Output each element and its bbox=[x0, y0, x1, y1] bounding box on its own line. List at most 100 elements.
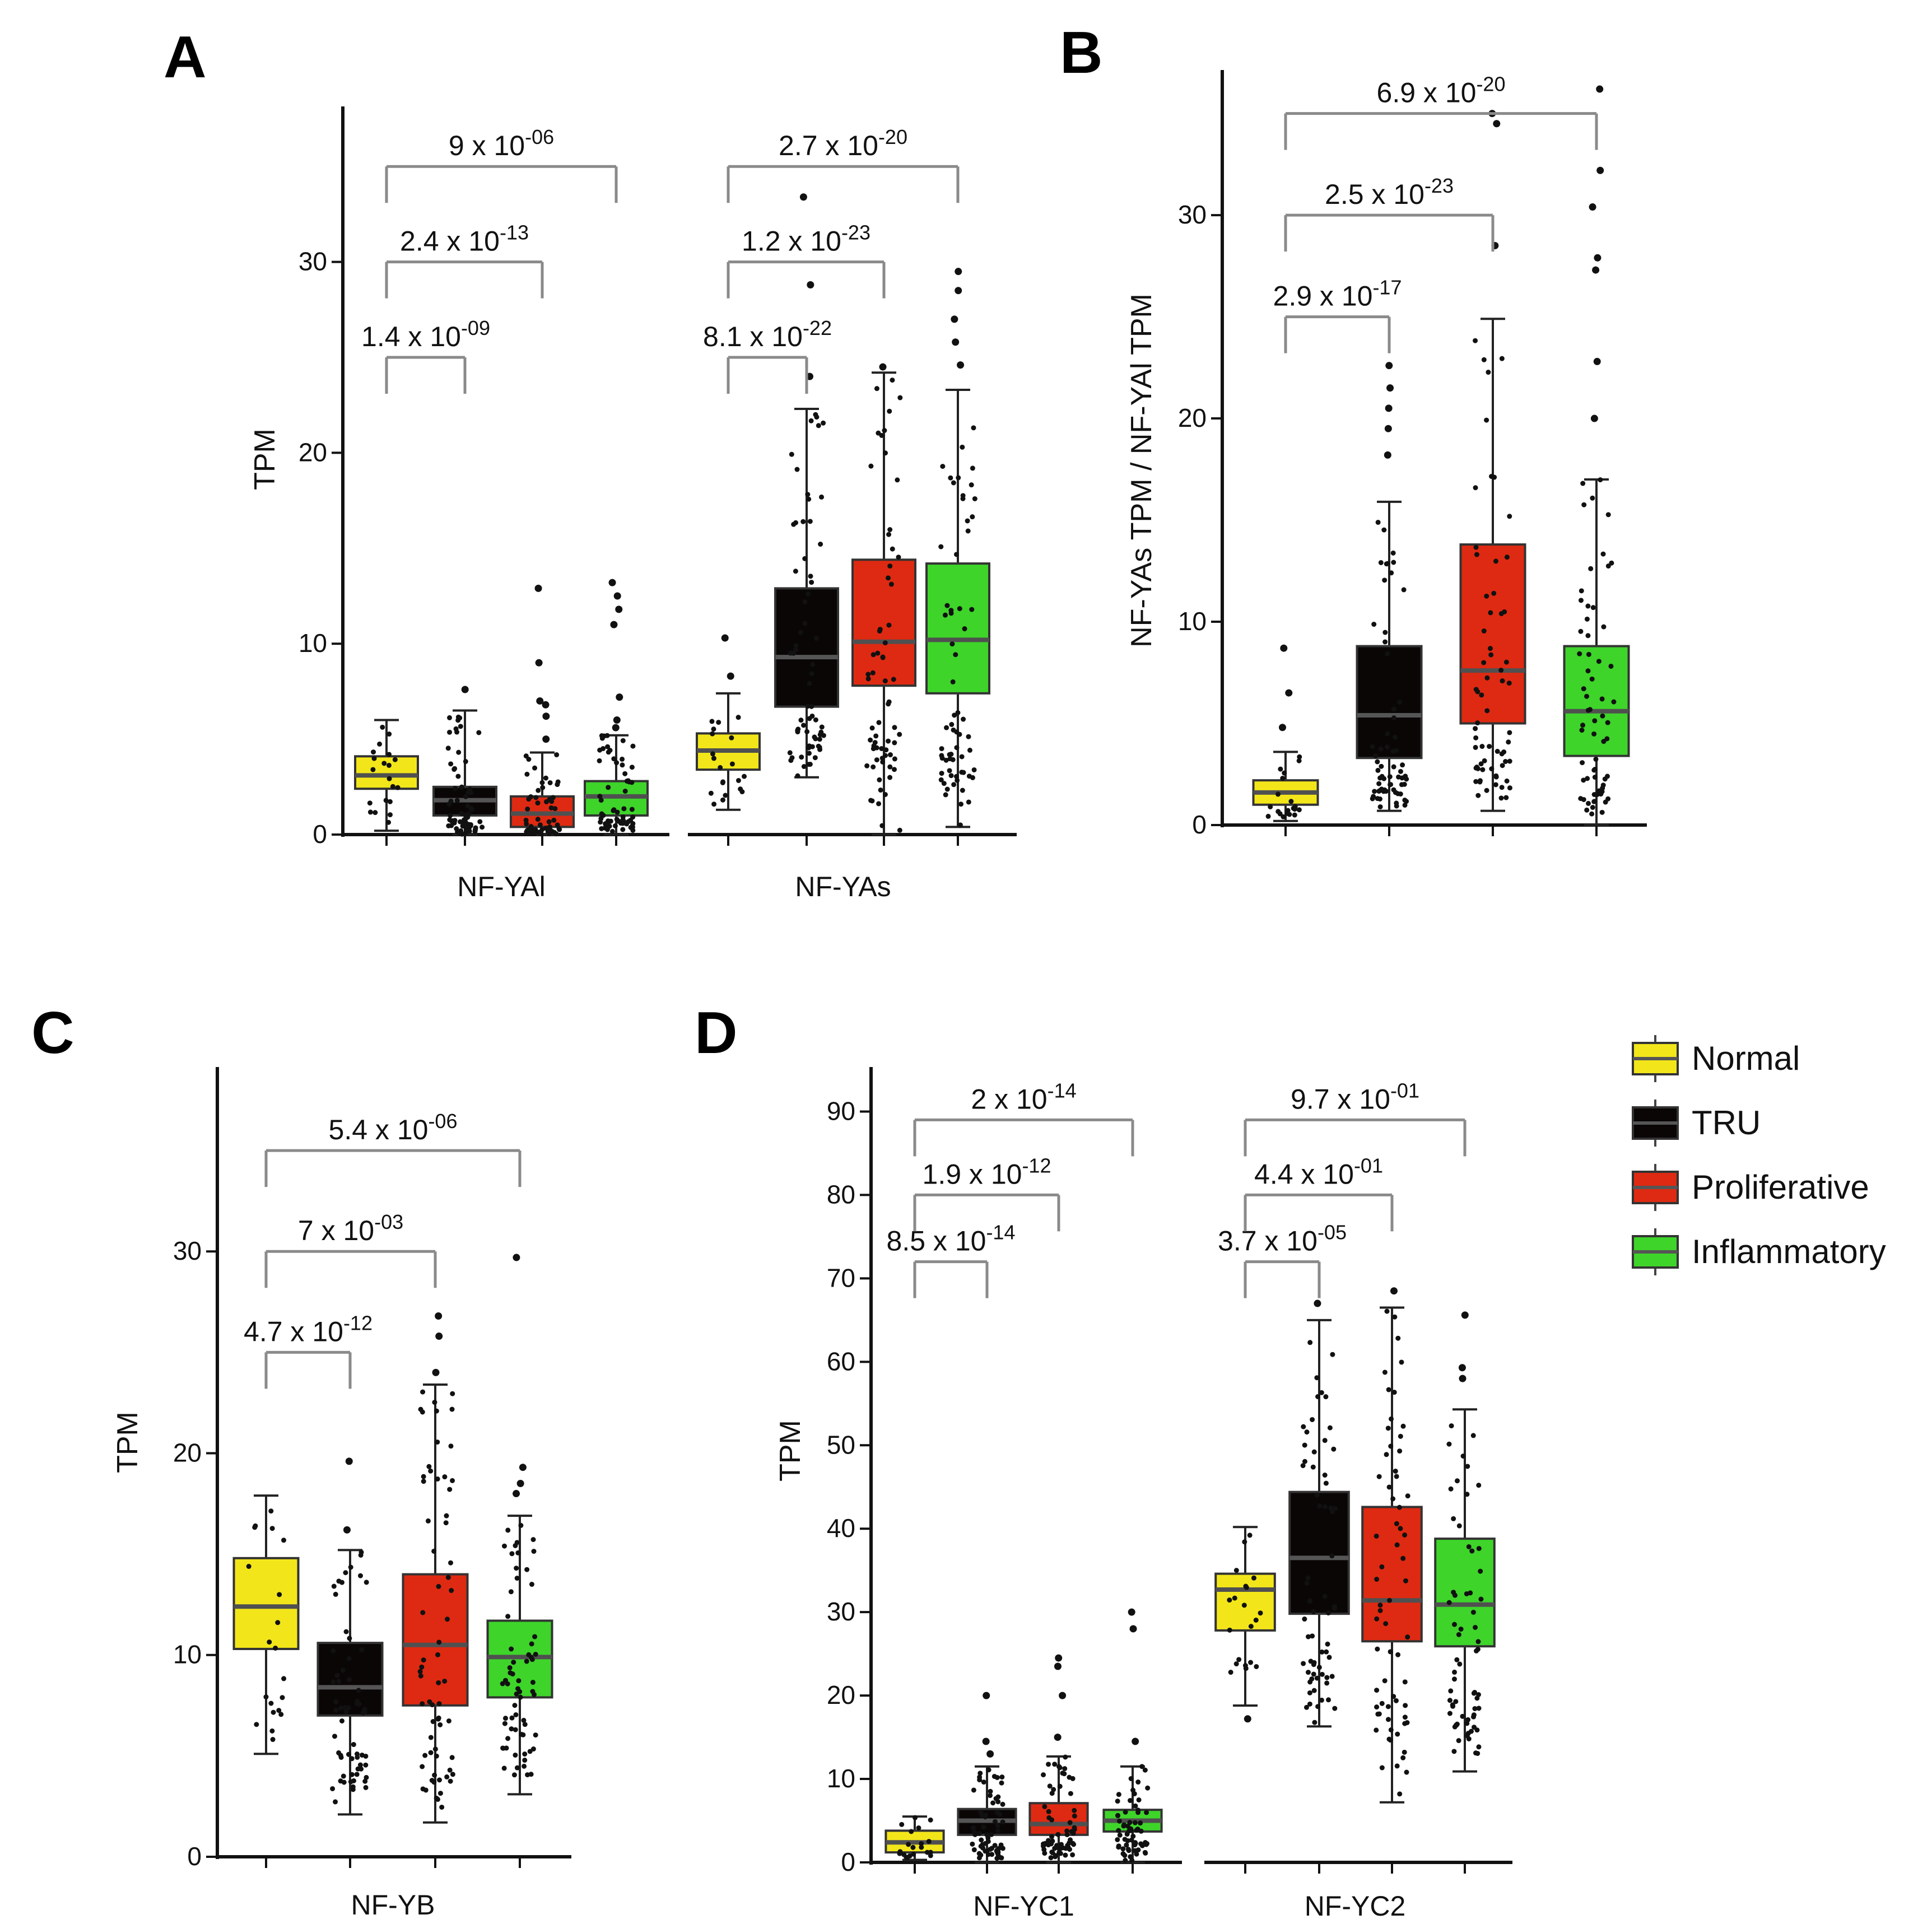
data-point bbox=[1585, 776, 1590, 781]
data-point bbox=[1584, 807, 1590, 813]
outlier-point bbox=[721, 634, 729, 642]
outlier-point bbox=[957, 361, 965, 369]
data-point bbox=[1227, 1627, 1232, 1633]
data-point bbox=[1062, 1771, 1067, 1777]
panel-d-nf-yc2-tru-box bbox=[1288, 1299, 1350, 1728]
data-point bbox=[522, 1763, 527, 1769]
data-point bbox=[630, 824, 636, 830]
data-point bbox=[1333, 1506, 1338, 1511]
p-value-mantissa: 5.4 x 10 bbox=[329, 1114, 429, 1145]
p-value-exponent: -14 bbox=[1048, 1079, 1077, 1102]
data-point bbox=[553, 831, 559, 837]
outlier-point bbox=[955, 287, 962, 295]
data-point bbox=[1000, 1801, 1005, 1807]
data-point bbox=[819, 494, 825, 500]
data-point bbox=[1390, 550, 1396, 556]
data-point bbox=[507, 1665, 513, 1670]
data-point bbox=[1305, 1575, 1311, 1581]
data-point bbox=[986, 1767, 991, 1773]
data-point bbox=[1479, 744, 1485, 749]
data-point bbox=[1370, 744, 1375, 749]
p-value-exponent: -01 bbox=[1390, 1079, 1419, 1102]
data-point bbox=[509, 1726, 514, 1732]
data-point bbox=[1472, 1706, 1478, 1711]
panel-c-nf-yb-comparison-0: 4.7 x 10-12 bbox=[244, 1311, 373, 1389]
data-point bbox=[735, 777, 741, 783]
data-point bbox=[971, 1847, 977, 1852]
data-point bbox=[425, 1518, 431, 1524]
data-point bbox=[887, 775, 893, 780]
data-point bbox=[1506, 681, 1512, 686]
data-point bbox=[1477, 779, 1483, 785]
panel-a-nf-yal-comparison-0: 1.4 x 10-09 bbox=[361, 316, 490, 394]
data-point bbox=[906, 1842, 911, 1847]
p-value-label: 2.9 x 10-17 bbox=[1273, 276, 1402, 312]
data-point bbox=[513, 1712, 519, 1717]
data-point bbox=[448, 1443, 454, 1449]
data-point bbox=[1486, 370, 1491, 375]
data-point bbox=[813, 717, 818, 723]
data-point bbox=[535, 800, 541, 806]
data-point bbox=[926, 1839, 932, 1844]
data-point bbox=[540, 785, 546, 790]
data-point bbox=[387, 732, 392, 737]
data-point bbox=[1501, 749, 1507, 755]
data-point bbox=[872, 740, 878, 746]
data-point bbox=[428, 1468, 434, 1474]
data-point bbox=[913, 1815, 918, 1820]
outlier-point bbox=[1285, 689, 1293, 697]
panel-c-y-label: TPM bbox=[111, 1411, 144, 1473]
data-point bbox=[341, 1779, 347, 1785]
data-point bbox=[420, 1701, 425, 1707]
data-point bbox=[339, 1718, 344, 1723]
data-point bbox=[1132, 1820, 1138, 1825]
data-point bbox=[1375, 520, 1381, 525]
data-point bbox=[254, 1722, 259, 1727]
data-point bbox=[1046, 1762, 1051, 1767]
data-point bbox=[435, 1476, 440, 1482]
data-point bbox=[1394, 803, 1399, 809]
data-point bbox=[446, 801, 452, 807]
data-point bbox=[794, 467, 800, 472]
data-point bbox=[711, 726, 716, 732]
data-point bbox=[1456, 1523, 1462, 1529]
data-point bbox=[1282, 770, 1287, 776]
data-point bbox=[620, 756, 625, 762]
data-point bbox=[330, 1679, 336, 1685]
data-point bbox=[954, 552, 960, 557]
data-point bbox=[985, 1835, 991, 1841]
data-point bbox=[1376, 789, 1382, 794]
data-point bbox=[1394, 1474, 1399, 1479]
data-point bbox=[1302, 1442, 1307, 1448]
p-value-exponent: -06 bbox=[525, 125, 554, 148]
panel-d-nf-yc1-x-label: NF-YC1 bbox=[973, 1890, 1074, 1922]
data-point bbox=[612, 823, 618, 828]
data-point bbox=[793, 647, 798, 653]
data-point bbox=[1464, 1733, 1470, 1739]
data-point bbox=[869, 798, 875, 804]
data-point bbox=[1143, 1850, 1148, 1856]
data-point bbox=[455, 774, 461, 779]
p-value-label: 7 x 10-03 bbox=[298, 1210, 403, 1246]
data-point bbox=[965, 528, 971, 534]
data-point bbox=[1396, 774, 1402, 780]
data-point bbox=[952, 712, 957, 718]
data-point bbox=[1379, 1564, 1385, 1569]
panel-d-nf-yc1-comparison-0: 8.5 x 10-14 bbox=[887, 1221, 1015, 1298]
outlier-point bbox=[535, 659, 543, 667]
p-value-label: 5.4 x 10-06 bbox=[329, 1110, 458, 1145]
data-point bbox=[1311, 1671, 1316, 1677]
data-point bbox=[720, 797, 725, 803]
data-point bbox=[940, 464, 946, 469]
data-point bbox=[1482, 758, 1487, 763]
data-point bbox=[1265, 813, 1271, 819]
legend-item-proliferative: Proliferative bbox=[1632, 1164, 1869, 1211]
data-point bbox=[1498, 795, 1504, 801]
p-value-exponent: -12 bbox=[343, 1311, 373, 1334]
data-point bbox=[1491, 590, 1497, 596]
data-point bbox=[876, 801, 882, 807]
data-point bbox=[1057, 1846, 1063, 1852]
data-point bbox=[1503, 795, 1509, 800]
data-point bbox=[620, 827, 626, 832]
